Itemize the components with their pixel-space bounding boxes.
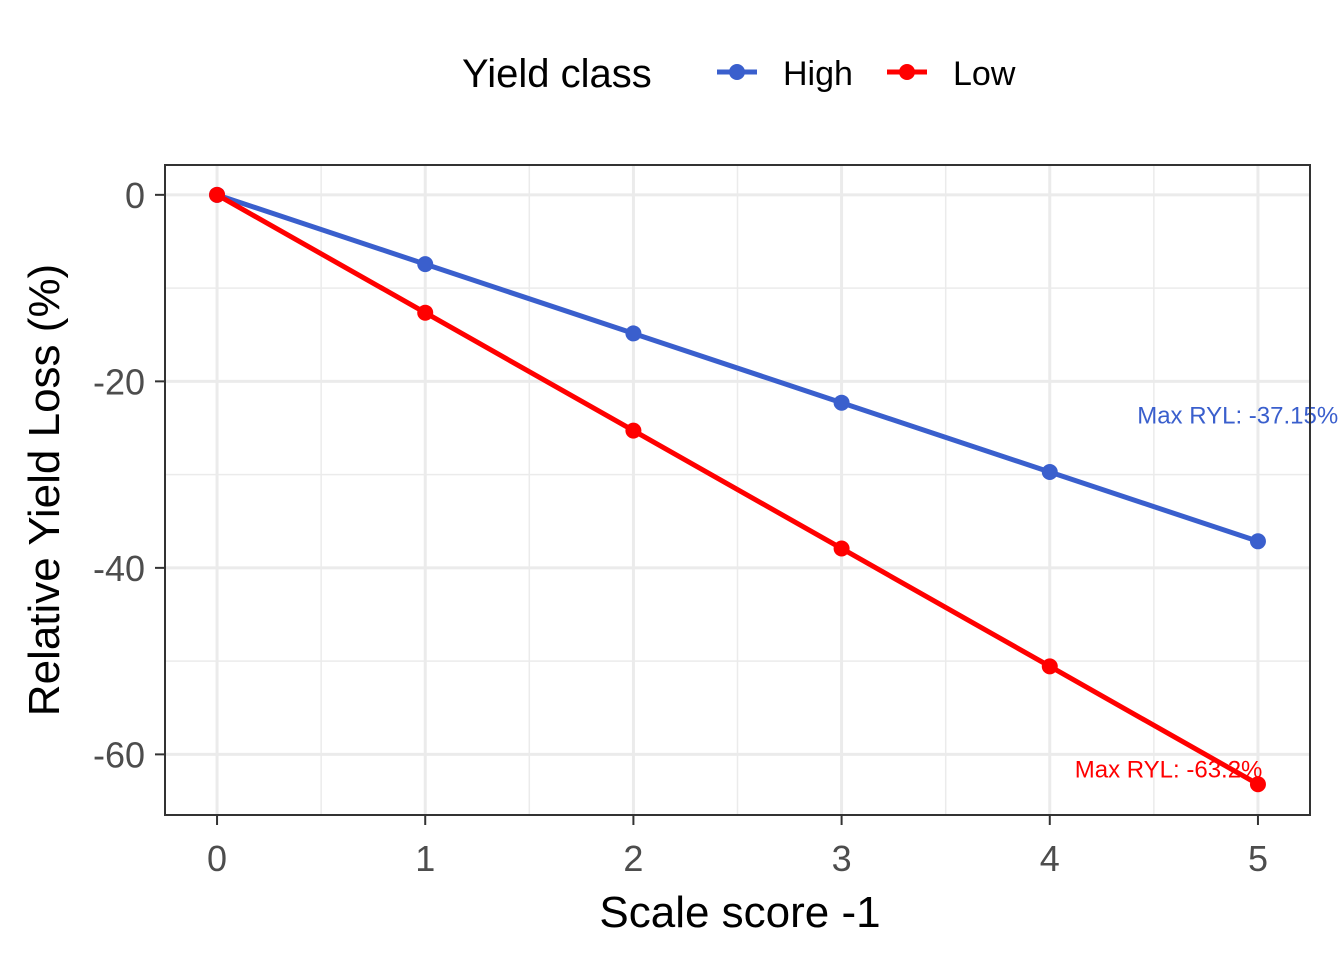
grid-major: [165, 165, 1310, 815]
legend-label-high: High: [783, 55, 853, 93]
y-axis: 0 -20 -40 -60: [93, 175, 165, 775]
legend-label-low: Low: [953, 55, 1016, 93]
series-layer: [209, 186, 1266, 793]
series-line-low: [214, 192, 1261, 787]
panel-border: [164, 164, 1311, 816]
legend: Yield class High Low: [462, 52, 1016, 96]
x-tick-label: 3: [832, 838, 852, 879]
y-tick-label: -40: [93, 548, 145, 589]
annotation-low: Max RYL: -63.2%: [1075, 757, 1263, 784]
y-tick-label: -60: [93, 734, 145, 775]
data-point-high: [417, 256, 434, 273]
annotation-layer: Max RYL: -37.15% Max RYL: -63.2%: [1075, 402, 1338, 783]
data-point-high: [1249, 533, 1266, 550]
y-axis-label: Relative Yield Loss (%): [20, 264, 69, 716]
legend-entries: High Low: [717, 55, 1016, 93]
data-point-low: [833, 540, 850, 557]
series-line-high: [214, 192, 1261, 544]
y-tick-label: 0: [125, 175, 145, 216]
x-tick-label: 5: [1248, 838, 1268, 879]
y-tick-label: -20: [93, 361, 145, 402]
x-axis-label: Scale score -1: [599, 888, 880, 937]
x-tick-label: 2: [623, 838, 643, 879]
x-axis: 0 1 2 3 4 5: [207, 815, 1268, 879]
legend-key-point-high: [729, 64, 745, 80]
x-tick-label: 4: [1040, 838, 1060, 879]
data-point-low: [1041, 658, 1058, 675]
x-tick-label: 1: [415, 838, 435, 879]
data-point-high: [625, 325, 642, 342]
data-point-low: [625, 422, 642, 439]
legend-key-point-low: [899, 64, 915, 80]
data-point-low: [209, 186, 226, 203]
data-point-low: [1249, 776, 1266, 793]
data-point-high: [833, 394, 850, 411]
data-point-low: [417, 304, 434, 321]
annotation-high: Max RYL: -37.15%: [1137, 402, 1338, 429]
data-point-high: [1041, 464, 1058, 481]
legend-title: Yield class: [462, 52, 652, 96]
plot-panel: Max RYL: -37.15% Max RYL: -63.2%: [164, 164, 1338, 816]
x-tick-label: 0: [207, 838, 227, 879]
